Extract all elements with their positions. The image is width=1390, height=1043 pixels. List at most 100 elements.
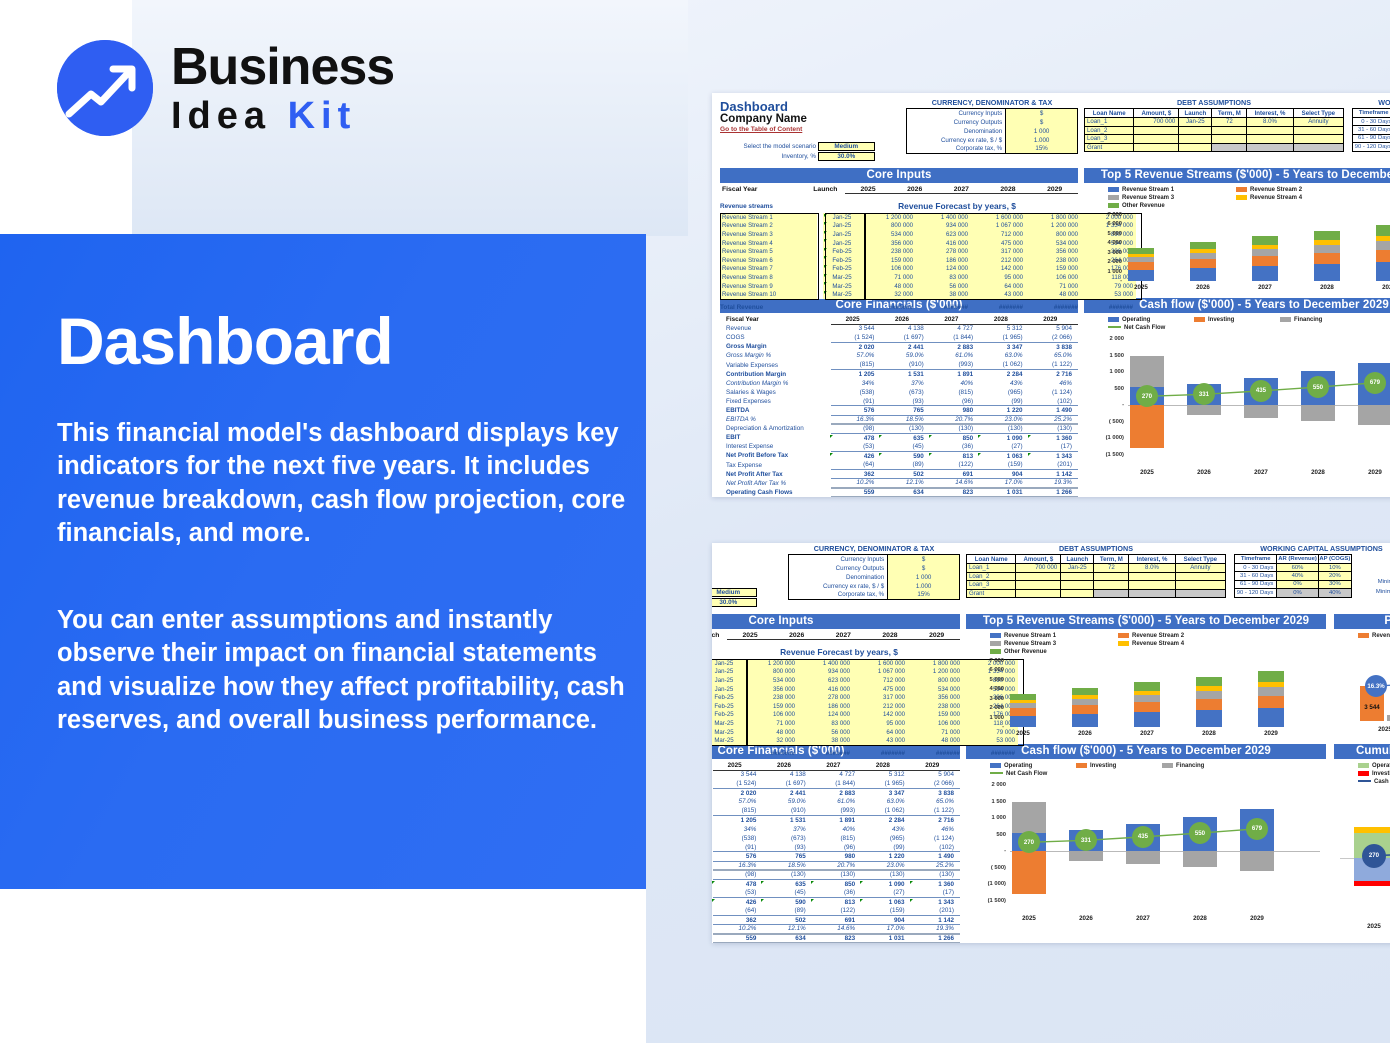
revenue-stream-launch[interactable]: Mar-25 [823,273,861,282]
revenue-stream-name[interactable]: Revenue Stream 4 [720,238,817,248]
revenue-stream-value[interactable]: 238 000 [908,701,963,711]
wc-ap[interactable]: 20% [1317,571,1353,581]
debt-loan-name[interactable]: Loan_2 [965,571,1017,582]
revenue-stream-value[interactable]: 712 000 [971,230,1026,239]
revenue-stream-value[interactable]: 64 000 [853,727,908,737]
revenue-stream-value[interactable]: 32 000 [861,290,916,299]
revenue-stream-value[interactable]: 159 000 [1026,264,1081,274]
debt-type[interactable] [1292,125,1345,136]
revenue-stream-value[interactable]: 1 600 000 [853,659,908,668]
wc-ap[interactable]: 10% [1317,562,1353,573]
revenue-stream-value[interactable]: 118 000 [963,719,1018,728]
revenue-stream-value[interactable]: 56 000 [916,281,971,291]
revenue-stream-value[interactable]: 934 000 [798,667,853,677]
revenue-stream-value[interactable]: 356 000 [861,238,916,248]
revenue-stream-launch[interactable]: Jan-25 [712,684,743,694]
revenue-stream-value[interactable]: 79 000 [1081,281,1136,291]
revenue-stream-value[interactable]: 56 000 [798,727,853,737]
revenue-stream-name[interactable]: Revenue Stream 10 [720,290,817,299]
revenue-stream-launch[interactable]: Jan-25 [823,221,861,231]
revenue-stream-launch[interactable]: Feb-25 [823,264,861,274]
revenue-stream-value[interactable]: 1 067 000 [853,667,908,677]
revenue-stream-value[interactable]: 124 000 [916,264,971,274]
revenue-stream-value[interactable]: 79 000 [963,727,1018,737]
debt-type[interactable] [1174,571,1227,582]
revenue-stream-name[interactable]: Revenue Stream 7 [720,264,817,274]
revenue-stream-value[interactable]: 1 600 000 [971,213,1026,222]
debt-loan-name[interactable]: Loan_3 [965,580,1017,590]
revenue-stream-value[interactable]: 186 000 [916,255,971,265]
revenue-stream-value[interactable]: 800 000 [743,667,798,677]
debt-term[interactable] [1093,588,1130,599]
debt-type[interactable] [1174,580,1227,590]
revenue-stream-launch[interactable]: Mar-25 [712,719,743,728]
revenue-stream-launch[interactable]: Mar-25 [823,281,861,291]
debt-row[interactable]: Loan_1 700 000 Jan-25 72 8.0% Annuity [1083,117,1345,127]
revenue-stream-value[interactable]: 176 000 [1081,264,1136,274]
revenue-stream-value[interactable]: 356 000 [1026,247,1081,256]
revenue-stream-launch[interactable]: Mar-25 [712,727,743,737]
revenue-stream-launch[interactable]: Jan-25 [823,213,861,222]
revenue-stream-value[interactable]: 48 000 [861,281,916,291]
revenue-stream-value[interactable]: 534 000 [908,684,963,694]
revenue-stream-value[interactable]: 800 000 [1026,230,1081,239]
currency-row-value[interactable]: 1 000 [887,572,960,582]
revenue-stream-launch[interactable]: Jan-25 [823,238,861,248]
debt-launch[interactable]: Jan-25 [1178,117,1213,127]
revenue-stream-name[interactable]: Revenue Stream 5 [720,247,817,256]
revenue-stream-value[interactable]: 71 000 [908,727,963,737]
wc-row[interactable]: 90 - 120 Days 0% 40% [1233,588,1353,598]
revenue-stream-value[interactable]: 2 000 000 [1081,213,1136,222]
debt-interest[interactable] [1246,142,1294,153]
revenue-stream-value[interactable]: 264 000 [963,701,1018,711]
debt-interest[interactable]: 8.0% [1246,117,1294,127]
wc-ar[interactable]: 0% [1276,588,1319,598]
revenue-stream-value[interactable]: 53 000 [963,736,1018,745]
currency-row-value[interactable]: 1 000 [1005,126,1078,136]
debt-row[interactable]: Grant [1083,142,1345,153]
wc-ar[interactable]: 0% [1276,579,1319,590]
debt-type[interactable]: Annuity [1292,117,1345,127]
debt-type[interactable] [1292,142,1345,153]
revenue-stream-value[interactable]: 475 000 [853,684,908,694]
revenue-stream-value[interactable]: 800 000 [861,221,916,231]
revenue-stream-value[interactable]: 106 000 [1026,273,1081,282]
wc-ar[interactable]: 60% [1276,562,1319,573]
revenue-stream-value[interactable]: 124 000 [798,710,853,720]
revenue-stream-value[interactable]: 238 000 [861,247,916,256]
revenue-stream-value[interactable]: 71 000 [1026,281,1081,291]
debt-launch[interactable]: Jan-25 [1060,563,1095,573]
revenue-stream-launch[interactable]: Mar-25 [712,736,743,745]
revenue-stream-value[interactable]: 159 000 [908,710,963,720]
revenue-stream-value[interactable]: 106 000 [743,710,798,720]
currency-row-value[interactable]: 1.000 [887,581,960,591]
currency-row-value[interactable]: 15% [887,590,960,600]
revenue-stream-value[interactable]: 534 000 [861,230,916,239]
revenue-stream-value[interactable]: 1 200 000 [743,659,798,668]
debt-amount[interactable]: 700 000 [1133,117,1180,127]
debt-launch[interactable] [1060,580,1095,590]
debt-term[interactable] [1211,125,1248,136]
debt-amount[interactable] [1015,580,1062,590]
revenue-stream-value[interactable]: 53 000 [1081,290,1136,299]
revenue-stream-name[interactable]: Revenue Stream 9 [720,281,817,291]
revenue-stream-launch[interactable]: Feb-25 [712,710,743,720]
wc-row[interactable]: 0 - 30 Days 60% 10% [1233,562,1353,573]
revenue-stream-value[interactable]: 356 000 [743,684,798,694]
revenue-stream-value[interactable]: 890 000 [963,676,1018,685]
revenue-stream-value[interactable]: 416 000 [798,684,853,694]
debt-launch[interactable] [1178,134,1213,144]
revenue-stream-value[interactable]: 1 200 000 [908,667,963,677]
wc-ap[interactable]: 40% [1317,588,1353,598]
revenue-stream-name[interactable]: Revenue Stream 1 [720,213,817,222]
currency-row-value[interactable]: $ [1005,117,1078,127]
